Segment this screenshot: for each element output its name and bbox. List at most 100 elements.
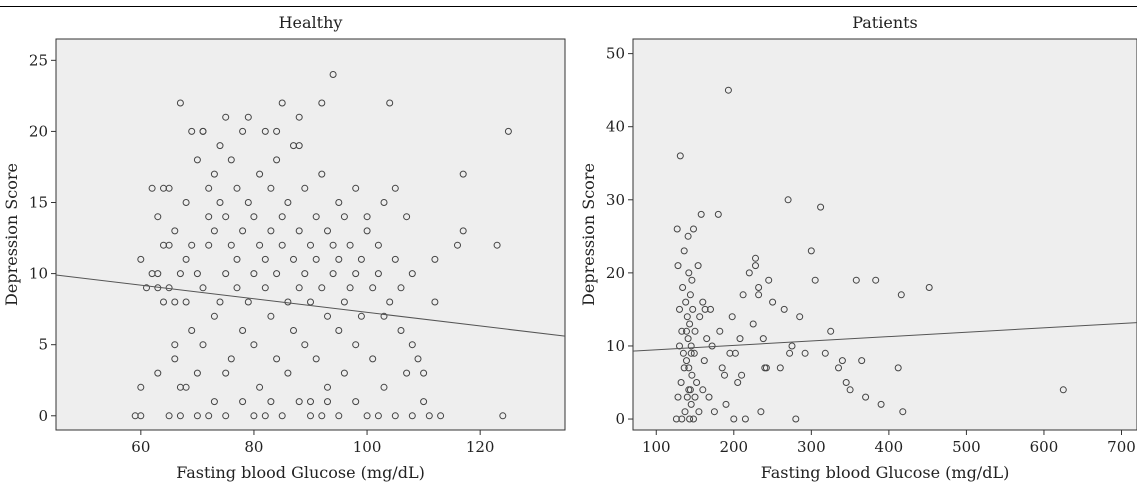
- data-point: [352, 184, 360, 192]
- data-point: [143, 284, 150, 292]
- x-tick-label: 200: [719, 438, 748, 456]
- data-point: [752, 254, 759, 262]
- data-point: [695, 408, 703, 416]
- data-point: [301, 341, 309, 349]
- data-point: [312, 255, 320, 263]
- data-point: [233, 284, 241, 292]
- data-point: [284, 369, 292, 377]
- data-point: [684, 232, 692, 240]
- data-point: [222, 270, 230, 278]
- data-point: [329, 71, 337, 78]
- data-point: [369, 284, 377, 292]
- data-point: [363, 412, 371, 420]
- x-axis-label: Fasting blood Glucose (mg/dL): [761, 463, 1010, 482]
- y-tick-label: 0: [615, 410, 625, 428]
- data-point: [730, 415, 738, 423]
- data-point: [738, 371, 746, 379]
- fit-line: [632, 322, 1137, 352]
- data-point: [318, 412, 326, 420]
- data-point: [273, 127, 281, 135]
- y-tick-label: 0: [38, 407, 48, 425]
- data-point: [676, 305, 683, 313]
- data-point: [278, 213, 286, 221]
- y-tick-label: 10: [29, 265, 48, 283]
- data-point: [688, 276, 696, 284]
- data-point: [188, 327, 196, 334]
- data-point: [154, 270, 162, 278]
- data-point: [188, 241, 196, 249]
- data-point: [699, 298, 707, 306]
- data-point: [690, 225, 697, 233]
- data-point: [193, 270, 201, 278]
- data-point: [176, 270, 184, 278]
- data-point: [222, 213, 230, 221]
- data-point: [689, 305, 697, 313]
- data-point: [222, 113, 230, 121]
- data-point: [171, 355, 179, 363]
- y-tick-label: 5: [38, 336, 48, 354]
- data-point: [739, 291, 747, 299]
- data-point: [701, 305, 709, 313]
- data-point: [680, 247, 688, 255]
- data-point: [335, 327, 343, 334]
- data-point: [700, 357, 708, 365]
- data-point: [227, 156, 235, 164]
- data-point: [386, 99, 394, 107]
- data-point: [431, 298, 439, 306]
- data-point: [165, 412, 173, 420]
- data-point: [391, 255, 399, 263]
- data-point: [340, 298, 348, 306]
- data-point: [734, 379, 742, 386]
- data-point: [312, 355, 320, 363]
- data-point: [329, 241, 337, 249]
- data-point: [724, 86, 732, 94]
- data-point: [690, 349, 698, 357]
- data-point: [721, 371, 728, 379]
- data-point: [858, 357, 866, 365]
- data-point: [504, 127, 512, 135]
- data-point: [278, 99, 286, 107]
- data-point: [239, 327, 247, 334]
- chart-panel-1: Healthy 60 80 100 120 0 5 10 15 20 25 Fasting blood…: [2, 13, 566, 482]
- data-point: [205, 412, 213, 420]
- data-point: [745, 269, 753, 277]
- plot-area: [632, 38, 1137, 431]
- data-point: [137, 412, 145, 420]
- data-point: [261, 284, 269, 292]
- data-point: [154, 213, 162, 221]
- y-tick-label: 40: [606, 118, 625, 136]
- caption-rule: [0, 6, 1137, 7]
- data-point: [222, 412, 230, 420]
- data-point: [250, 412, 258, 420]
- data-point: [731, 349, 739, 357]
- data-point: [686, 415, 694, 423]
- data-point: [295, 227, 303, 235]
- data-point: [681, 408, 689, 416]
- data-point: [459, 170, 467, 178]
- data-point: [431, 255, 439, 263]
- x-tick-label: 100: [353, 438, 382, 456]
- data-point: [137, 383, 145, 391]
- data-point: [324, 312, 331, 320]
- x-tick-label: 700: [1107, 438, 1136, 456]
- data-point: [244, 199, 252, 206]
- data-point: [684, 335, 692, 343]
- data-point: [454, 241, 461, 249]
- data-point: [846, 386, 854, 394]
- data-point: [759, 335, 767, 343]
- data-point: [216, 199, 224, 206]
- data-point: [182, 298, 190, 306]
- x-tick-label: 500: [952, 438, 981, 456]
- data-point: [685, 269, 693, 277]
- data-point: [182, 199, 190, 206]
- data-point: [459, 227, 467, 235]
- x-tick-label: 80: [244, 438, 263, 456]
- data-point: [340, 213, 348, 221]
- data-point: [894, 364, 902, 372]
- data-point: [210, 398, 218, 406]
- data-point: [216, 142, 224, 150]
- data-point: [154, 369, 162, 377]
- data-point: [678, 327, 686, 335]
- data-point: [403, 213, 411, 221]
- data-point: [817, 203, 825, 211]
